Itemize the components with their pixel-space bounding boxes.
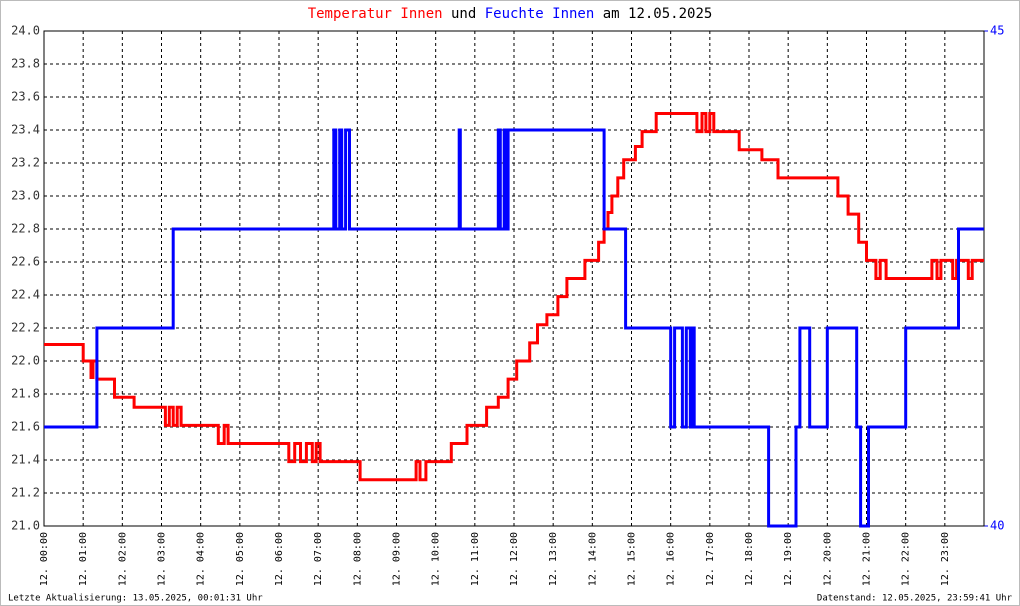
y-tick-label: 23.0 <box>11 189 40 203</box>
y2-tick-label: 45 <box>990 24 1004 38</box>
data-line <box>44 112 984 482</box>
x-tick-label: 12. 16:00 <box>666 532 677 586</box>
x-tick-label: 12. 21:00 <box>862 532 873 586</box>
title-part: und <box>451 6 476 22</box>
x-tick-label: 12. 23:00 <box>940 532 951 586</box>
y-tick-label: 22.8 <box>11 222 40 236</box>
x-tick-label: 12. 20:00 <box>822 532 833 586</box>
x-tick-label: 12. 11:00 <box>470 532 481 586</box>
y-tick-label: 22.4 <box>11 288 40 302</box>
y-tick-label: 21.0 <box>11 519 40 533</box>
x-tick-label: 12. 06:00 <box>274 532 285 586</box>
x-tick-label: 12. 07:00 <box>313 532 324 586</box>
x-tick-label: 12. 01:00 <box>78 532 89 586</box>
x-tick-label: 12. 08:00 <box>352 532 363 586</box>
x-tick-label: 12. 22:00 <box>901 532 912 586</box>
x-tick-label: 12. 00:00 <box>39 532 50 586</box>
y-tick-label: 22.2 <box>11 321 40 335</box>
y-tick-label: 22.6 <box>11 255 40 269</box>
y-tick-label: 21.4 <box>11 453 40 467</box>
y-tick-label: 21.6 <box>11 420 40 434</box>
x-tick-label: 12. 18:00 <box>744 532 755 586</box>
x-tick-label: 12. 19:00 <box>783 532 794 586</box>
y-tick-label: 24.0 <box>11 24 40 38</box>
x-tick-label: 12. 04:00 <box>196 532 207 586</box>
x-tick-label: 12. 09:00 <box>392 532 403 586</box>
y-tick-label: 21.2 <box>11 486 40 500</box>
y-tick-label: 21.8 <box>11 387 40 401</box>
x-tick-label: 12. 17:00 <box>705 532 716 586</box>
y-tick-label: 23.6 <box>11 90 40 104</box>
x-tick-label: 12. 12:00 <box>509 532 520 586</box>
x-tick-label: 12. 03:00 <box>157 532 168 586</box>
title-part: Feuchte Innen <box>485 6 595 22</box>
plot-border <box>43 30 985 527</box>
y2-tick-label: 40 <box>990 519 1004 533</box>
x-tick-label: 12. 05:00 <box>235 532 246 586</box>
title-part: Temperatur Innen <box>308 6 443 22</box>
x-tick-label: 12. 02:00 <box>117 532 128 586</box>
y-tick-label: 23.8 <box>11 57 40 71</box>
chart-title: Temperatur Innen und Feuchte Innen am 12… <box>308 6 713 22</box>
x-tick-label: 12. 10:00 <box>431 532 442 586</box>
x-tick-label: 12. 14:00 <box>587 532 598 586</box>
data-line <box>44 128 984 528</box>
y-tick-label: 23.4 <box>11 123 40 137</box>
title-part: am 12.05.2025 <box>603 6 713 22</box>
y-tick-label: 22.0 <box>11 354 40 368</box>
x-tick-label: 12. 15:00 <box>627 532 638 586</box>
y-tick-label: 23.2 <box>11 156 40 170</box>
data-note: Datenstand: 12.05.2025, 23:59:41 Uhr <box>817 594 1013 604</box>
update-note: Letzte Aktualisierung: 13.05.2025, 00:01… <box>8 594 263 604</box>
x-tick-label: 12. 13:00 <box>548 532 559 586</box>
